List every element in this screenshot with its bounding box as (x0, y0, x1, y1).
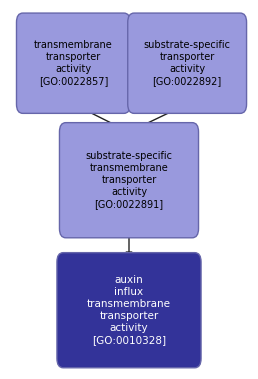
FancyBboxPatch shape (17, 13, 130, 113)
Text: substrate-specific
transmembrane
transporter
activity
[GO:0022891]: substrate-specific transmembrane transpo… (85, 151, 173, 209)
FancyBboxPatch shape (57, 253, 201, 368)
FancyBboxPatch shape (128, 13, 247, 113)
Text: auxin
influx
transmembrane
transporter
activity
[GO:0010328]: auxin influx transmembrane transporter a… (87, 275, 171, 345)
Text: transmembrane
transporter
activity
[GO:0022857]: transmembrane transporter activity [GO:0… (34, 40, 113, 86)
FancyBboxPatch shape (59, 123, 199, 238)
Text: substrate-specific
transporter
activity
[GO:0022892]: substrate-specific transporter activity … (144, 40, 231, 86)
